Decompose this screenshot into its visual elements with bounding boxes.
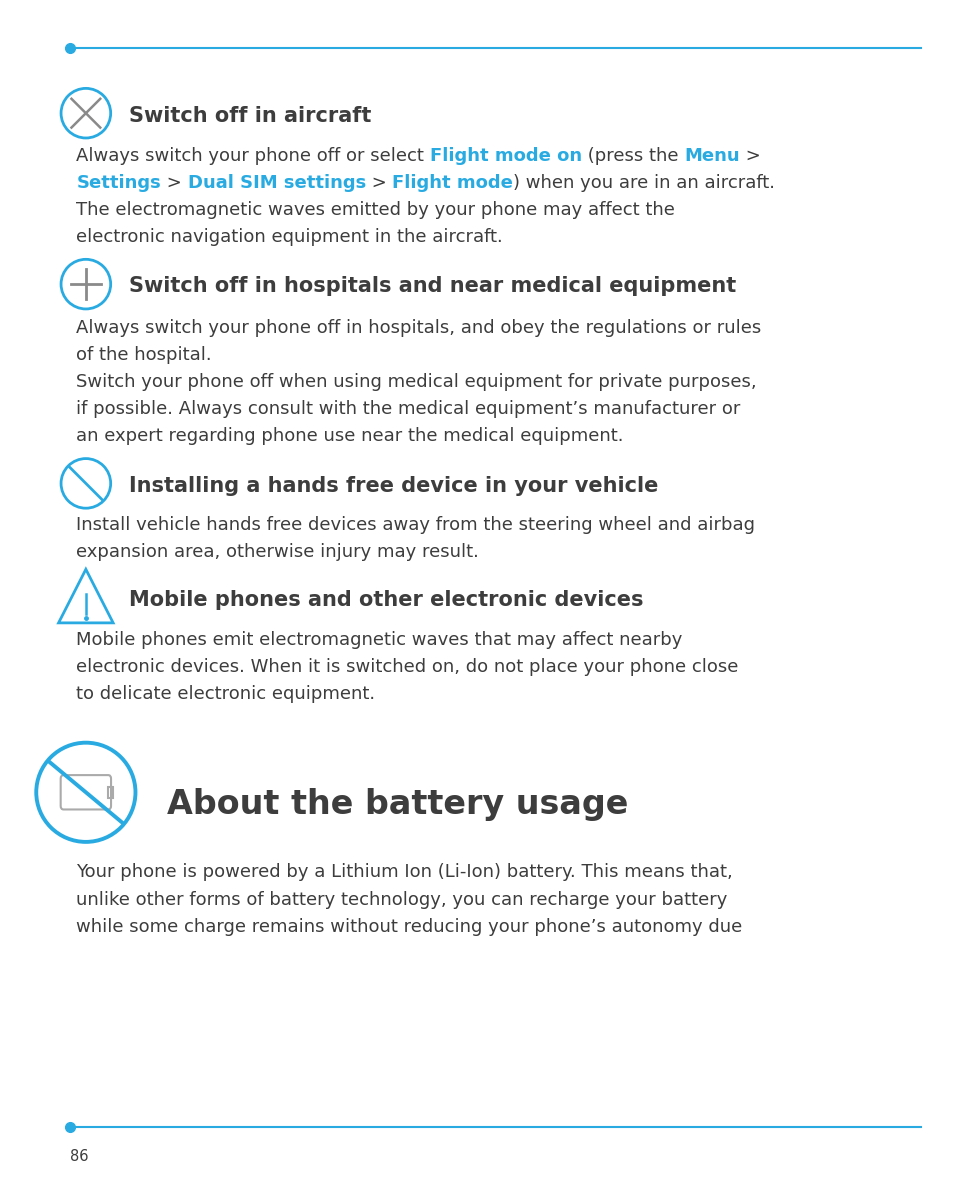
Text: Dual SIM settings: Dual SIM settings [188, 173, 365, 192]
Text: Switch off in hospitals and near medical equipment: Switch off in hospitals and near medical… [129, 277, 736, 296]
Text: electronic devices. When it is switched on, do not place your phone close: electronic devices. When it is switched … [76, 658, 738, 677]
Text: expansion area, otherwise injury may result.: expansion area, otherwise injury may res… [76, 542, 478, 561]
Text: unlike other forms of battery technology, you can recharge your battery: unlike other forms of battery technology… [76, 890, 727, 909]
Text: About the battery usage: About the battery usage [167, 788, 628, 821]
Text: of the hospital.: of the hospital. [76, 345, 212, 364]
Text: while some charge remains without reducing your phone’s autonomy due: while some charge remains without reduci… [76, 917, 741, 936]
Text: if possible. Always consult with the medical equipment’s manufacturer or: if possible. Always consult with the med… [76, 400, 740, 419]
Text: Flight mode: Flight mode [392, 173, 513, 192]
Text: ) when you are in an aircraft.: ) when you are in an aircraft. [513, 173, 775, 192]
Text: Settings: Settings [76, 173, 161, 192]
Text: Flight mode on: Flight mode on [430, 146, 581, 165]
Text: Mobile phones emit electromagnetic waves that may affect nearby: Mobile phones emit electromagnetic waves… [76, 631, 682, 650]
Text: Always switch your phone off in hospitals, and obey the regulations or rules: Always switch your phone off in hospital… [76, 318, 760, 337]
Text: Install vehicle hands free devices away from the steering wheel and airbag: Install vehicle hands free devices away … [76, 515, 755, 534]
Text: The electromagnetic waves emitted by your phone may affect the: The electromagnetic waves emitted by you… [76, 200, 675, 219]
Text: >: > [161, 173, 188, 192]
Bar [108, 786, 112, 798]
Text: Switch off in aircraft: Switch off in aircraft [129, 106, 371, 125]
Text: >: > [365, 173, 392, 192]
Text: Installing a hands free device in your vehicle: Installing a hands free device in your v… [129, 476, 658, 495]
Text: Always switch your phone off or select: Always switch your phone off or select [76, 146, 430, 165]
Text: Switch your phone off when using medical equipment for private purposes,: Switch your phone off when using medical… [76, 373, 756, 391]
Text: Menu: Menu [683, 146, 740, 165]
Text: (press the: (press the [581, 146, 683, 165]
Text: electronic navigation equipment in the aircraft.: electronic navigation equipment in the a… [76, 228, 502, 246]
Text: to delicate electronic equipment.: to delicate electronic equipment. [76, 685, 375, 704]
Text: Mobile phones and other electronic devices: Mobile phones and other electronic devic… [129, 591, 642, 610]
Text: an expert regarding phone use near the medical equipment.: an expert regarding phone use near the m… [76, 427, 623, 446]
Text: 86: 86 [70, 1150, 88, 1164]
Text: Your phone is powered by a Lithium Ion (Li-Ion) battery. This means that,: Your phone is powered by a Lithium Ion (… [76, 863, 732, 882]
Text: >: > [740, 146, 760, 165]
